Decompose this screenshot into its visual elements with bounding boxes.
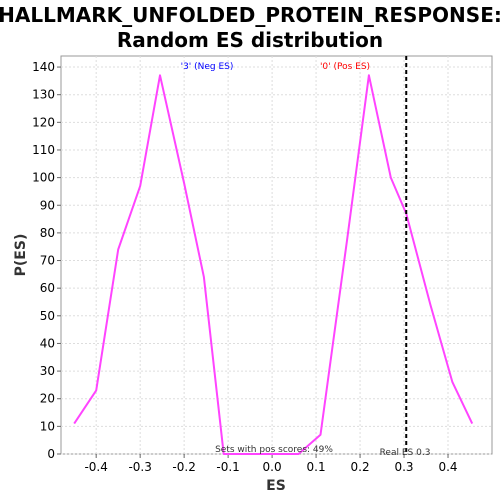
y-tick-label: 70 [40,254,55,268]
y-tick-label: 40 [40,336,55,350]
real-es-label: Real ES 0.3 [380,448,431,458]
y-tick-label: 140 [32,60,55,74]
y-axis-ticks: 0 10 20 30 40 50 60 70 80 90 100 110 120 130 140 [32,60,61,461]
plot-area [60,55,493,455]
y-axis-title: P(ES) [13,234,29,277]
x-tick-label: 0.1 [307,460,326,474]
x-tick-label: 0.4 [438,460,457,474]
y-tick-label: 10 [40,419,55,433]
y-tick-label: 30 [40,364,55,378]
y-tick-label: 0 [47,447,55,461]
neg-es-label: '3' (Neg ES) [181,62,234,72]
y-tick-label: 50 [40,309,55,323]
chart-title-line1: HALLMARK_UNFOLDED_PROTEIN_RESPONSE: [0,3,500,27]
x-axis-ticks: -0.4 -0.3 -0.2 -0.1 0.0 0.1 0.2 0.3 0.4 [84,454,458,474]
pos-es-label: '0' (Pos ES) [320,62,370,72]
x-tick-label: 0.0 [263,460,282,474]
y-tick-label: 120 [32,115,55,129]
y-tick-label: 20 [40,392,55,406]
x-tick-label: -0.4 [84,460,107,474]
chart-title-line2: Random ES distribution [117,28,383,52]
y-tick-label: 60 [40,281,55,295]
x-axis-title: ES [266,478,286,494]
x-tick-label: -0.2 [172,460,195,474]
y-tick-label: 110 [32,143,55,157]
pos-scores-annotation: Sets with pos scores: 49% [215,445,333,455]
y-tick-label: 100 [32,171,55,185]
x-tick-label: -0.3 [128,460,151,474]
x-tick-label: -0.1 [216,460,239,474]
y-tick-label: 80 [40,226,55,240]
y-tick-label: 130 [32,88,55,102]
x-tick-label: 0.3 [394,460,413,474]
x-tick-label: 0.2 [351,460,370,474]
y-tick-label: 90 [40,198,55,212]
